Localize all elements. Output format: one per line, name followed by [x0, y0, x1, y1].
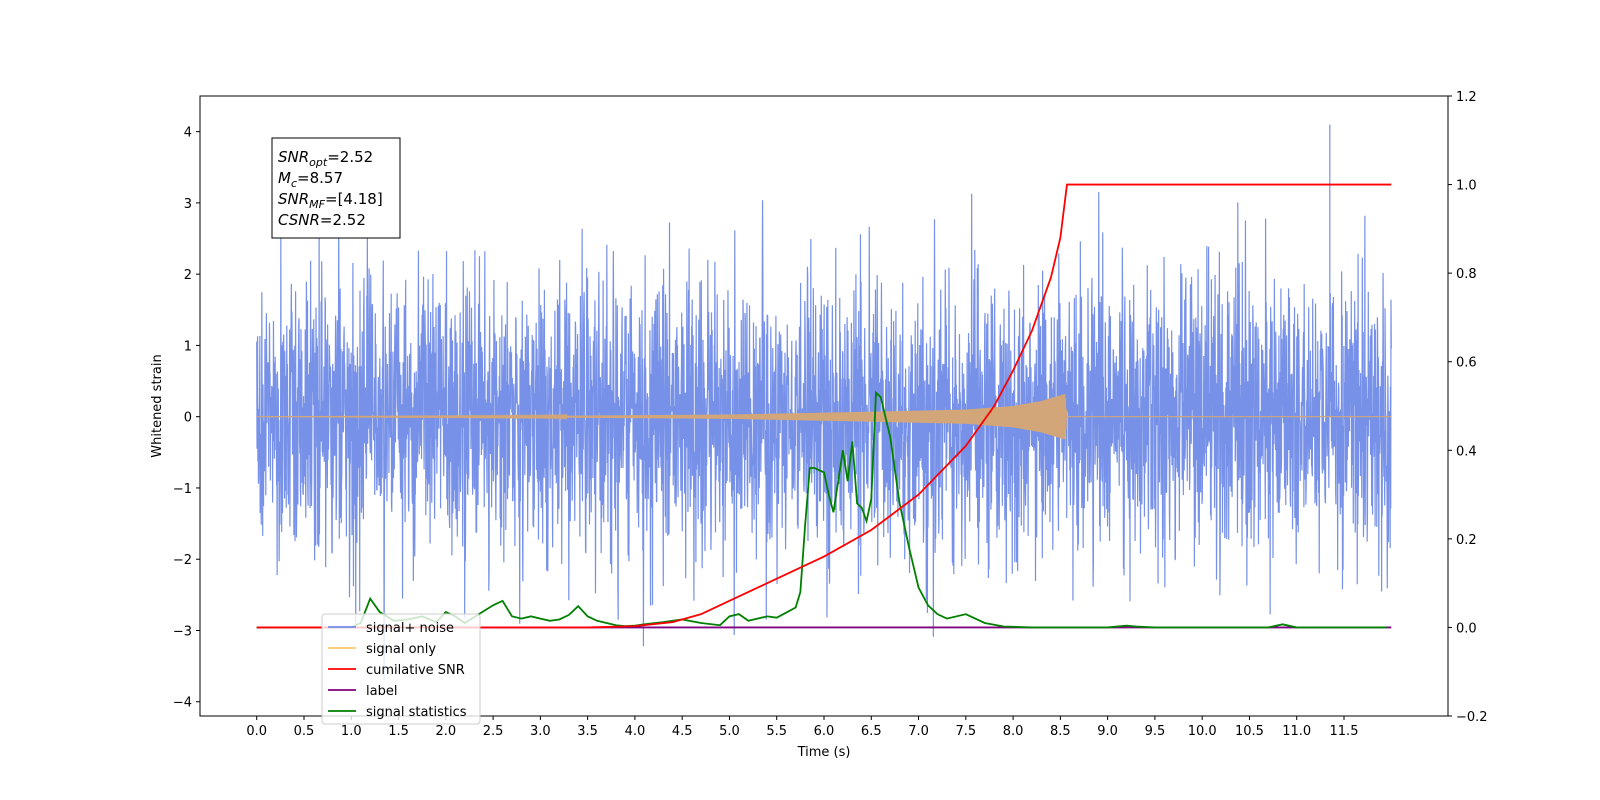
- annotation-value: =8.57: [297, 169, 343, 187]
- series-layer: [256, 124, 1392, 681]
- y-tick-label: 1: [184, 339, 192, 354]
- x-tick-label: 4.5: [672, 724, 693, 739]
- series-cumulative-snr-line: [256, 183, 1392, 629]
- x-tick-label: 9.0: [1097, 724, 1118, 739]
- x-axis: 0.0 0.5 1.0 1.5 2.0 2.5 3.0 3.5 4.0 4.5 5.0 5.5 6.0 6…: [246, 716, 1358, 739]
- x-tick-label: 5.0: [719, 724, 740, 739]
- annotation-symbol: SNR: [278, 148, 309, 166]
- y2-tick-label: 0.4: [1456, 444, 1477, 459]
- legend-frame: [321, 613, 481, 725]
- annotation-frame: [271, 137, 401, 239]
- annotation-line: Mc=8.57: [278, 169, 343, 190]
- y-tick-label: 2: [184, 268, 192, 283]
- y2-tick-label: 0.0: [1456, 621, 1477, 636]
- y2-tick-label: 0.8: [1456, 267, 1477, 282]
- x-tick-label: 8.5: [1050, 724, 1071, 739]
- x-tick-label: 8.0: [1003, 724, 1024, 739]
- x-tick-label: 7.0: [908, 724, 929, 739]
- x-tick-label: 3.0: [530, 724, 551, 739]
- legend: signal+ noise signal only cumilative SNR la…: [321, 613, 481, 725]
- annotation-subscript: c: [291, 177, 297, 190]
- annotation-line: SNRopt=2.52: [278, 148, 373, 169]
- y2-tick-label: −0.2: [1456, 710, 1488, 725]
- x-tick-label: 9.5: [1145, 724, 1166, 739]
- annotation-line: SNRMF=[4.18]: [278, 190, 383, 211]
- x-tick-label: 2.5: [483, 724, 504, 739]
- legend-label: cumilative SNR: [366, 663, 465, 678]
- annotation-value: =[4.18]: [325, 190, 383, 208]
- x-tick-label: 11.0: [1282, 724, 1311, 739]
- x-tick-label: 6.5: [861, 724, 882, 739]
- annotation-subscript: opt: [309, 156, 328, 169]
- x-tick-label: 7.5: [955, 724, 976, 739]
- series-signal-statistics-line: [256, 390, 1387, 629]
- annotation-symbol: M: [278, 169, 291, 187]
- annotation-value: =2.52: [320, 211, 366, 229]
- x-tick-label: 0.5: [294, 724, 315, 739]
- y-tick-label: −3: [173, 624, 192, 639]
- x-tick-label: 11.5: [1330, 724, 1359, 739]
- x-tick-label: 2.0: [435, 724, 456, 739]
- y-tick-label: 0: [184, 411, 192, 426]
- annotation-symbol: SNR: [278, 190, 309, 208]
- annotation-line: CSNR=2.52: [278, 211, 366, 229]
- x-tick-label: 0.0: [246, 724, 267, 739]
- y2-tick-label: 1.0: [1456, 179, 1477, 194]
- annotation-value: =2.52: [327, 148, 373, 166]
- y-tick-label: 3: [184, 197, 192, 212]
- y-axis-right: 1.2 1.0 0.8 0.6 0.4 0.2 0.0 −0.2: [1448, 90, 1488, 725]
- series-signal-only-line: [256, 394, 1392, 440]
- legend-label: signal only: [366, 642, 436, 657]
- series-signal-noise-line: [256, 124, 1392, 681]
- y-tick-label: −4: [173, 696, 192, 711]
- x-tick-label: 10.5: [1235, 724, 1264, 739]
- x-axis-label: Time (s): [797, 745, 851, 760]
- y2-tick-label: 0.6: [1456, 356, 1477, 371]
- x-tick-label: 1.0: [341, 724, 362, 739]
- y-tick-label: −2: [173, 553, 192, 568]
- y2-tick-label: 0.2: [1456, 533, 1477, 548]
- x-tick-label: 4.0: [625, 724, 646, 739]
- legend-label: signal statistics: [366, 705, 467, 720]
- y-tick-label: 4: [184, 126, 192, 141]
- x-tick-label: 1.5: [388, 724, 409, 739]
- y-axis-left: 4 3 2 1 0 −1 −2 −3 −4: [173, 126, 200, 711]
- annotation-subscript: MF: [309, 198, 325, 211]
- x-tick-label: 5.5: [766, 724, 787, 739]
- x-tick-label: 10.0: [1188, 724, 1217, 739]
- x-tick-label: 3.5: [577, 724, 598, 739]
- legend-label: label: [366, 684, 397, 699]
- y-tick-label: −1: [173, 482, 192, 497]
- y2-tick-label: 1.2: [1456, 90, 1477, 105]
- x-tick-label: 6.0: [814, 724, 835, 739]
- y-axis-label: Whitened strain: [150, 354, 165, 457]
- legend-label: signal+ noise: [366, 621, 454, 636]
- annotation-symbol: CSNR: [278, 211, 320, 229]
